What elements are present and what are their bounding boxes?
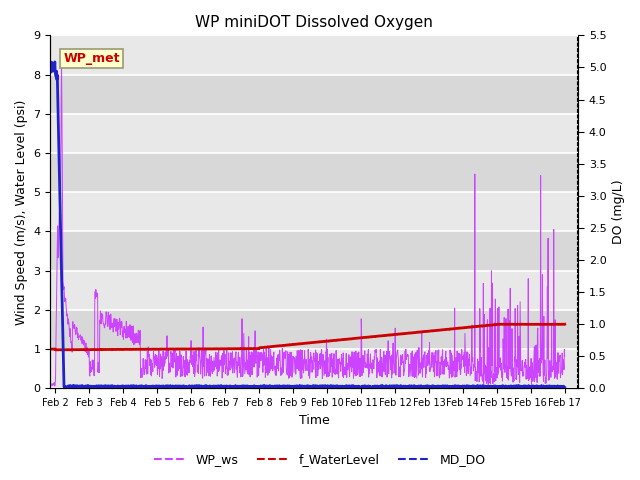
- Bar: [51, 231, 579, 271]
- Bar: [51, 192, 579, 231]
- Bar: [51, 271, 579, 310]
- Bar: [51, 310, 579, 349]
- Bar: [51, 36, 579, 74]
- X-axis label: Time: Time: [299, 414, 330, 427]
- Y-axis label: DO (mg/L): DO (mg/L): [612, 180, 625, 244]
- Y-axis label: Wind Speed (m/s), Water Level (psi): Wind Speed (m/s), Water Level (psi): [15, 99, 28, 324]
- Legend: WP_ws, f_WaterLevel, MD_DO: WP_ws, f_WaterLevel, MD_DO: [149, 448, 491, 471]
- Bar: [51, 153, 579, 192]
- Text: WP_met: WP_met: [63, 52, 120, 65]
- Title: WP miniDOT Dissolved Oxygen: WP miniDOT Dissolved Oxygen: [195, 15, 433, 30]
- Bar: [51, 349, 579, 388]
- Bar: [51, 114, 579, 153]
- Bar: [51, 74, 579, 114]
